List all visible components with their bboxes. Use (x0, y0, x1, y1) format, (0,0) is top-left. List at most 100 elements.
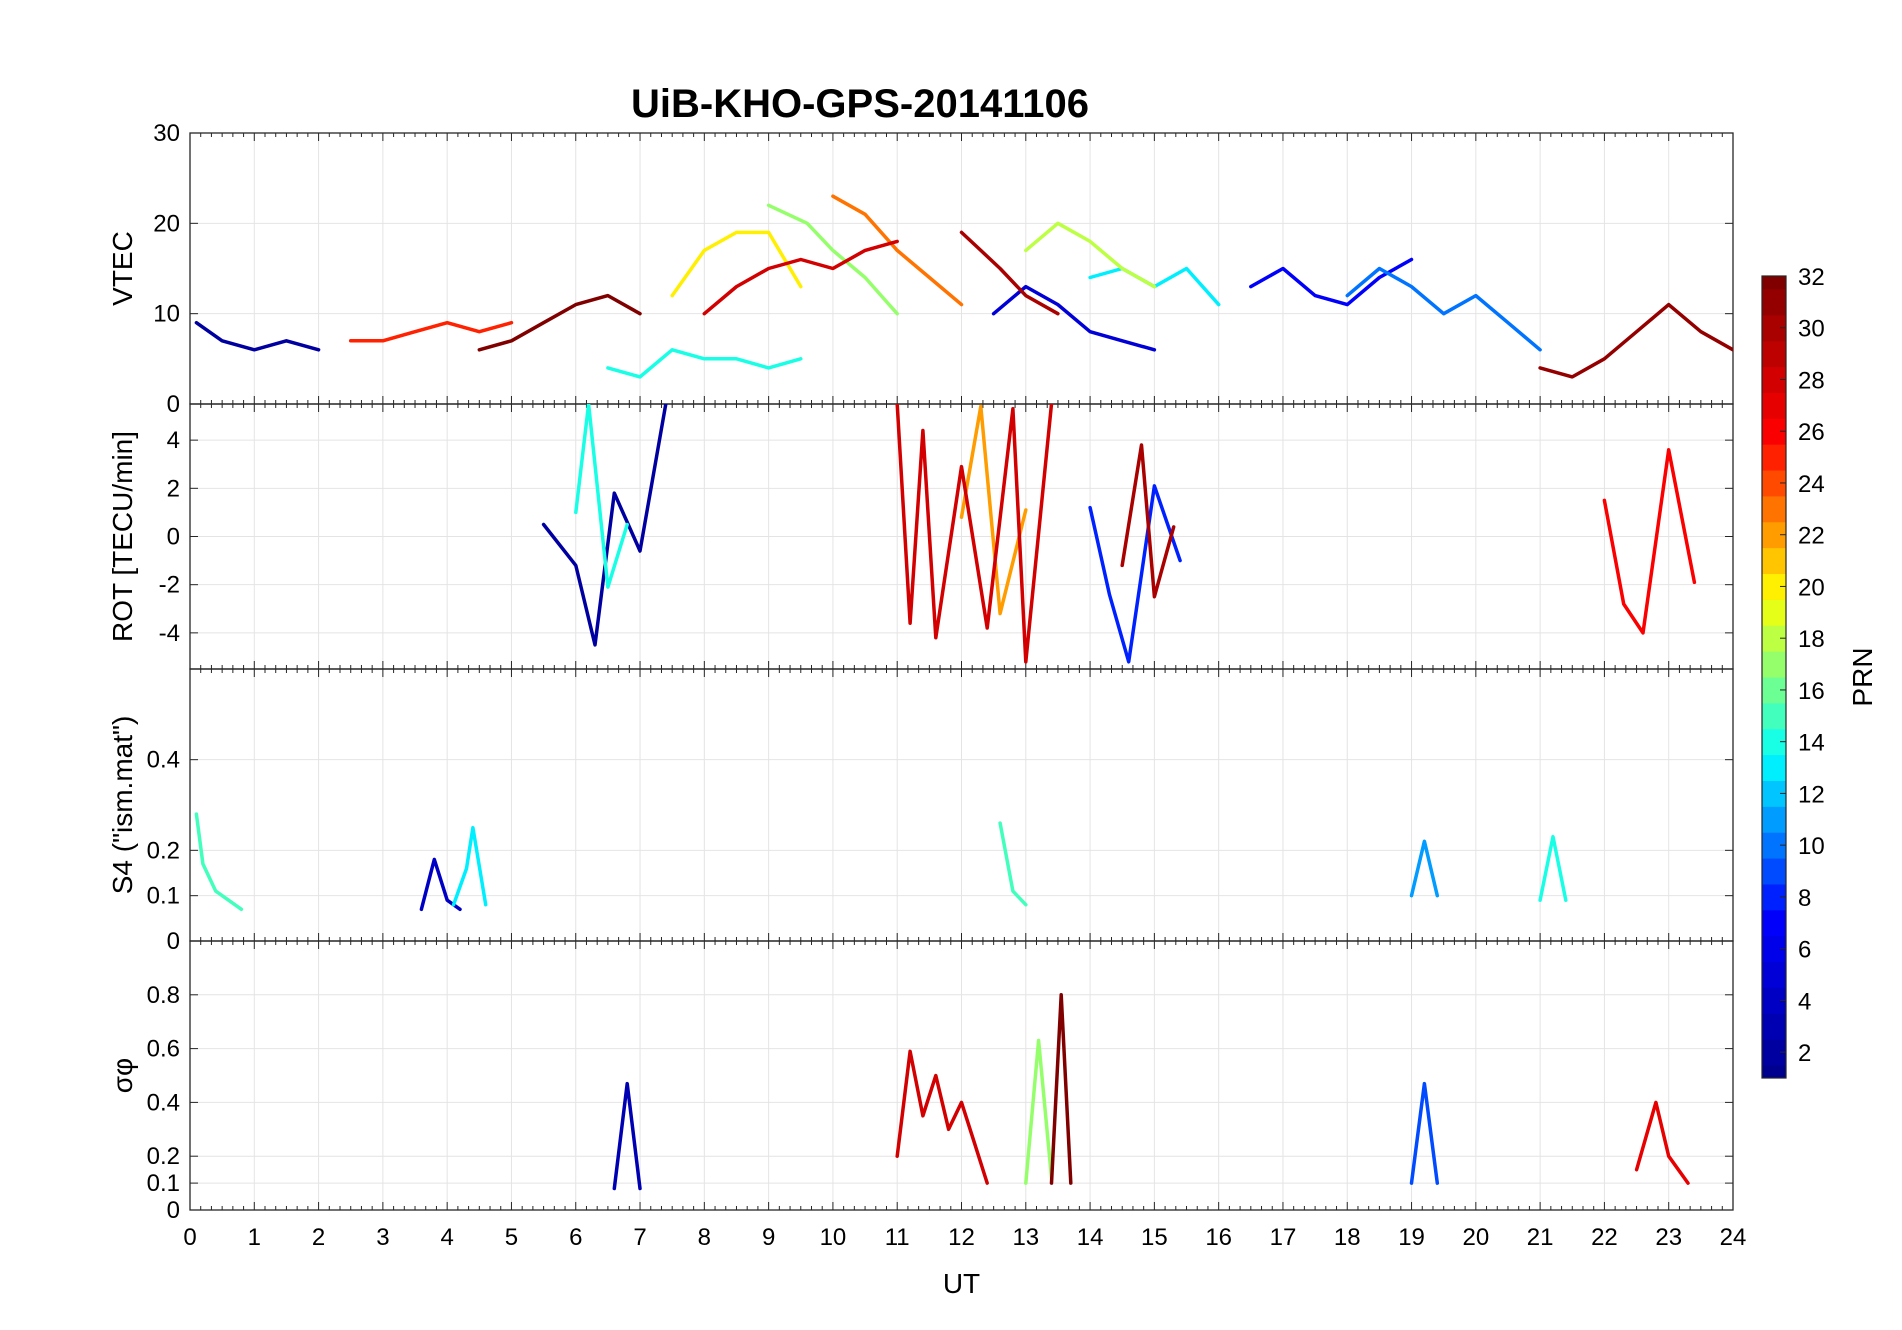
grid (189, 941, 1734, 1211)
x-tick-label: 16 (1205, 1224, 1232, 1251)
series-line-prn-14 (574, 404, 629, 589)
x-tick-label: 22 (1591, 1224, 1618, 1251)
series-line-prn-13 (451, 825, 488, 907)
panel-s4: 0 0.1 0.2 0.4 S4 ("ism.mat") (107, 668, 1734, 955)
series-line-prn-30 (1120, 443, 1176, 599)
series-line-prn-5 (991, 284, 1157, 352)
x-tick-label: 21 (1527, 1224, 1554, 1251)
y-tick-label: 0 (167, 524, 180, 551)
x-tick-label: 1 (248, 1224, 261, 1251)
colorbar-swatch (1762, 806, 1786, 833)
colorbar-swatch (1762, 702, 1786, 730)
x-tick-label: 5 (505, 1224, 518, 1251)
series-line-prn-23 (831, 194, 964, 307)
y-tick-label: -4 (159, 620, 180, 647)
colorbar-tick-label: 6 (1798, 937, 1811, 964)
x-axis-label: UT (943, 1268, 980, 1299)
colorbar-swatch (1762, 599, 1786, 626)
colorbar-tick-label: 4 (1798, 988, 1811, 1015)
axis-ticks (189, 132, 1734, 405)
series-group (194, 194, 1733, 379)
series-line-prn-22 (959, 404, 1028, 616)
x-tick-label: 17 (1270, 1224, 1297, 1251)
colorbar-swatch (1762, 547, 1786, 575)
series-line-prn-17 (766, 203, 899, 316)
y-tick-label: 0.1 (147, 883, 180, 910)
x-tick-label: 0 (183, 1224, 196, 1251)
series-line-prn-20 (670, 230, 803, 298)
series-line-prn-3 (612, 1081, 642, 1191)
x-tick-label: 14 (1077, 1224, 1104, 1251)
colorbar-swatch (1762, 392, 1786, 419)
colorbar-swatch (1762, 909, 1786, 937)
series-line-prn-15 (998, 821, 1028, 907)
y-tick-label: 0.6 (147, 1036, 180, 1063)
panel-vtec: 0 10 20 30 VTEC (107, 120, 1734, 418)
x-tick-label: 11 (885, 1224, 910, 1251)
figure-title: UiB-KHO-GPS-20141106 (631, 82, 1089, 126)
series-line-prn-26 (1602, 448, 1697, 635)
x-tick-label: 20 (1462, 1224, 1489, 1251)
x-tick-label: 18 (1334, 1224, 1361, 1251)
colorbar-swatch (1762, 754, 1786, 781)
y-tick-label: 0 (167, 1197, 180, 1224)
colorbar-swatch (1762, 444, 1786, 471)
colorbar-tick-label: 12 (1798, 781, 1825, 808)
colorbar-swatch (1762, 858, 1786, 885)
x-tick-label: 24 (1720, 1224, 1747, 1251)
y-axis-label: S4 ("ism.mat") (107, 716, 138, 895)
series-line-prn-30 (959, 230, 1060, 316)
colorbar-tick-label: 26 (1798, 419, 1825, 446)
x-tick-label: 12 (948, 1224, 975, 1251)
y-tick-label: 0 (167, 391, 180, 418)
colorbar-tick-label: 20 (1798, 574, 1825, 601)
y-tick-label: 10 (153, 301, 180, 328)
x-tick-label: 7 (633, 1224, 646, 1251)
series-line-prn-31 (1538, 302, 1733, 379)
y-tick-label: 0.2 (147, 837, 180, 864)
y-tick-label: -2 (159, 572, 180, 599)
colorbar-tick-label: 28 (1798, 367, 1825, 394)
series-line-prn-28 (895, 404, 1054, 664)
colorbar-tick-label: 8 (1798, 885, 1811, 912)
y-tick-label: 30 (153, 120, 180, 147)
colorbar-swatch (1762, 276, 1786, 290)
y-tick-label: 0.8 (147, 982, 180, 1009)
colorbar-frame (1761, 275, 1787, 1079)
colorbar-tick-label: 18 (1798, 626, 1825, 653)
series-group (612, 993, 1690, 1191)
grid (189, 404, 1734, 669)
series-line-prn-10 (1345, 266, 1542, 352)
panel-rot: -4 -2 0 2 4 ROT [TECU/min] (107, 403, 1734, 670)
axis-ticks (189, 404, 1734, 669)
colorbar-tick-label: 14 (1798, 730, 1825, 757)
x-tick-label: 13 (1012, 1224, 1039, 1251)
axis-ticks (189, 941, 1734, 1211)
colorbar-tick-label: 2 (1798, 1040, 1811, 1067)
x-tick-label: 4 (440, 1224, 453, 1251)
colorbar-swatch (1762, 340, 1786, 368)
series-line-prn-14 (1538, 834, 1568, 902)
colorbar-label: PRN (1847, 647, 1878, 706)
series-line-prn-32 (1049, 993, 1073, 1185)
series-line-prn-28 (895, 1049, 989, 1185)
series-group (541, 404, 1697, 664)
colorbar-swatch (1762, 651, 1786, 678)
x-tick-label: 10 (820, 1224, 847, 1251)
y-tick-label: 0 (167, 928, 180, 955)
series-line-prn-32 (477, 293, 642, 352)
x-tick-label: 23 (1655, 1224, 1682, 1251)
y-tick-label: 2 (167, 475, 180, 502)
colorbar-tick-label: 22 (1798, 523, 1825, 550)
y-tick-label: 20 (153, 210, 180, 237)
series-line-prn-18 (1024, 221, 1157, 289)
colorbar-swatch (1762, 961, 1786, 988)
x-tick-label: 19 (1398, 1224, 1425, 1251)
series-line-prn-15 (194, 812, 244, 912)
colorbar-swatch (1762, 495, 1786, 523)
colorbar-tick-label: 10 (1798, 833, 1825, 860)
series-line-prn-28 (702, 239, 899, 316)
